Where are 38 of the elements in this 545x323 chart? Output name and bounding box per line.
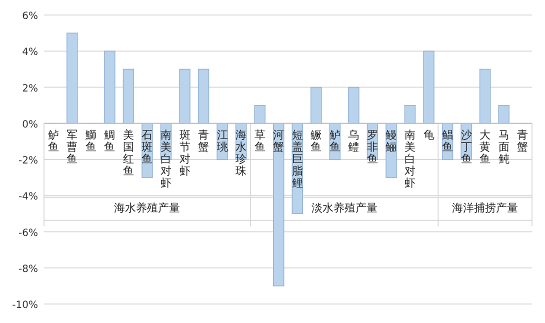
annotation: 淡水养殖产量 xyxy=(311,201,378,214)
y-tick-label: 4% xyxy=(22,47,38,58)
x-tick-label: 沙丁鱼 xyxy=(460,128,472,166)
x-tick-label: 草鱼 xyxy=(254,128,266,154)
annotation: 海洋捕捞产量 xyxy=(452,201,518,214)
y-tick-label: -4% xyxy=(18,192,38,203)
y-tick-label: 2% xyxy=(22,83,38,94)
x-tick-label: 南美白对虾 xyxy=(160,128,172,190)
x-tick-label: 青蟹 xyxy=(517,128,528,154)
x-tick-label: 军曹鱼 xyxy=(66,128,78,166)
y-tick-label: 6% xyxy=(22,11,38,22)
y-tick-label: -6% xyxy=(18,228,38,239)
x-tick-label: 美国红鱼 xyxy=(122,128,134,178)
x-tick-label: 斑节对虾 xyxy=(179,128,190,178)
x-tick-label: 江珧 xyxy=(216,128,228,154)
x-tick-label: 鳜鱼 xyxy=(310,128,322,154)
x-tick-label: 短盖巨脂鲤 xyxy=(292,128,303,190)
x-tick-label: 大黄鱼 xyxy=(480,128,491,166)
x-tick-label: 马面鲀 xyxy=(498,128,510,166)
x-tick-label: 鳗鲡 xyxy=(386,128,397,154)
x-tick-label: 罗非鱼 xyxy=(366,128,378,166)
x-tick-label: 鲈鱼 xyxy=(329,128,340,154)
annotation: 海水养殖产量 xyxy=(114,201,180,214)
x-tick-label: 海水珍珠 xyxy=(236,128,247,178)
x-tick-label: 乌鳢 xyxy=(348,128,360,154)
x-tick-label: 南美白对虾 xyxy=(404,128,416,190)
x-tick-label: 龟 xyxy=(423,128,434,142)
y-tick-label: -8% xyxy=(18,264,38,275)
x-tick-label: 鲷鱼 xyxy=(104,128,116,154)
x-tick-label: 河蟹 xyxy=(273,128,284,154)
x-tick-label: 青蟹 xyxy=(198,128,210,154)
x-tick-label: 鲈鱼 xyxy=(48,128,59,154)
x-tick-label: 鲳鱼 xyxy=(442,128,454,154)
y-tick-label: -10% xyxy=(12,300,38,311)
y-tick-label: 0% xyxy=(22,119,38,130)
y-tick-label: -2% xyxy=(18,156,38,166)
x-tick-label: 石斑鱼 xyxy=(142,128,153,166)
x-tick-label: 鰤鱼 xyxy=(85,128,96,154)
